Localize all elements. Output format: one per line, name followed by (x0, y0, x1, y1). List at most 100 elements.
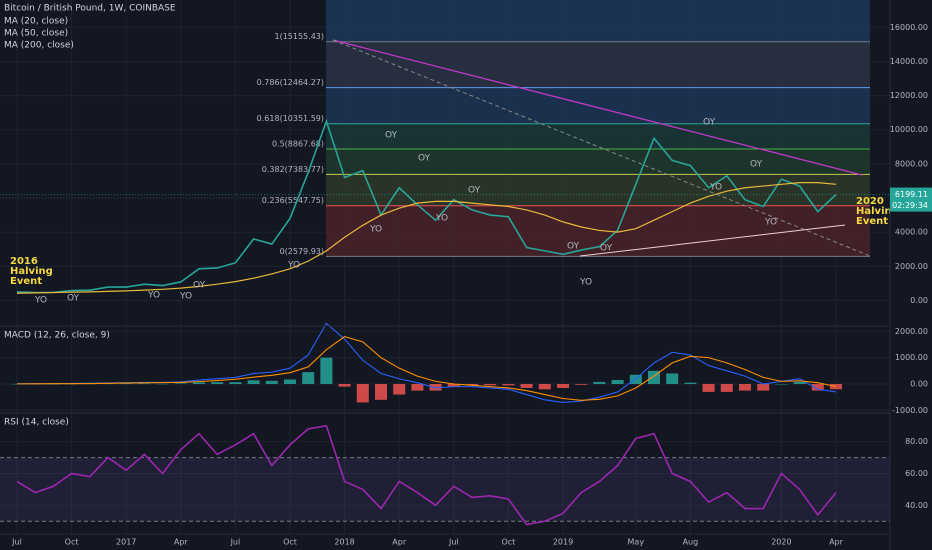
fib-zone (326, 205, 870, 257)
histogram-bar (739, 384, 751, 391)
x-tick-label: Oct (283, 538, 297, 547)
halving-label: 2016 (10, 256, 38, 267)
histogram-bar (720, 384, 733, 392)
histogram-bar (575, 384, 588, 385)
y-tick-label: 0.00 (910, 380, 928, 389)
halving-label: Event (856, 216, 888, 227)
annotation: YO (147, 291, 160, 301)
histogram-bar (538, 384, 551, 390)
histogram-bar (138, 383, 151, 385)
fib-label: 0.5(8867.68) (272, 140, 324, 149)
trend-line (332, 39, 863, 176)
histogram-bar (393, 384, 406, 395)
x-tick-label: 2018 (334, 538, 354, 547)
x-tick-label: Jul (230, 538, 241, 547)
histogram-bar (502, 384, 515, 386)
series-line (16, 335, 837, 401)
histogram-bar (520, 384, 533, 388)
histogram-bar (338, 384, 351, 387)
annotation: YO (435, 214, 448, 224)
annotation: YO (34, 296, 47, 306)
annotation: OY (600, 244, 613, 254)
x-tick-label: Jul (11, 538, 22, 547)
halving-label: Halving (856, 206, 899, 217)
x-tick-label: 2017 (116, 538, 136, 547)
annotation: OY (567, 242, 580, 252)
histogram-bar (211, 382, 224, 384)
histogram-bar (447, 384, 460, 387)
histogram-bar (793, 381, 806, 384)
histogram-bar (284, 379, 296, 384)
histogram-bar (193, 382, 205, 384)
annotation: OY (418, 154, 431, 164)
y-tick-label: 0.00 (910, 296, 928, 305)
annotation: YO (579, 278, 592, 288)
histogram-bar (320, 357, 333, 384)
annotation: OY (703, 118, 716, 128)
histogram-bar (265, 380, 278, 384)
histogram-bar (466, 384, 478, 386)
histogram-bar (156, 383, 169, 385)
y-tick-label: 40.00 (905, 501, 928, 510)
x-tick-label: 2019 (553, 538, 573, 547)
countdown: 02:29:34 (892, 201, 928, 210)
annotation: YO (179, 292, 192, 302)
histogram-bar (375, 384, 387, 400)
price-axis (890, 0, 932, 550)
fib-label: 0(2579.93) (280, 247, 324, 256)
histogram-bar (356, 384, 369, 403)
histogram-bar (557, 384, 569, 388)
halving-label: Halving (10, 266, 53, 277)
histogram-bar (302, 372, 315, 384)
y-tick-label: 8000.00 (895, 159, 928, 168)
fib-zone (326, 123, 870, 150)
fib-zone (326, 174, 870, 206)
halving-label: 2020 (856, 196, 884, 207)
y-tick-label: 80.00 (905, 437, 928, 446)
histogram-bar (247, 380, 260, 384)
indicator-label: MA (50, close) (4, 29, 68, 39)
y-tick-label: 12000.00 (890, 91, 928, 100)
y-tick-label: 16000.00 (890, 23, 928, 32)
annotation: OY (385, 131, 398, 141)
x-tick-label: Oct (501, 538, 515, 547)
histogram-bar (811, 384, 824, 391)
fib-label: 0.786(12464.27) (257, 78, 324, 87)
fib-zone (326, 87, 870, 124)
histogram-bar (429, 384, 442, 391)
y-tick-label: 2000.00 (895, 327, 928, 336)
histogram-bar (484, 384, 497, 386)
fib-zone (326, 149, 870, 175)
annotation: YO (369, 225, 382, 235)
annotation: OY (193, 281, 206, 291)
ma200-line (579, 224, 846, 257)
pane-title: RSI (14, close) (4, 418, 69, 428)
annotation: YO (709, 183, 722, 193)
y-tick-label: 1000.00 (895, 353, 928, 362)
x-tick-label: Apr (829, 538, 844, 547)
chart-title: Bitcoin / British Pound, 1W, COINBASE (4, 4, 176, 14)
halving-label: Event (10, 276, 42, 287)
plot-layer: 1(15155.43) 0.786(12464.27) 0.618(10351.59… (0, 0, 890, 534)
annotation: YO (764, 218, 777, 228)
y-tick-label: 4000.00 (895, 228, 928, 237)
x-tick-label: 2020 (771, 538, 791, 547)
histogram-bar (174, 383, 187, 384)
fib-zone (326, 41, 870, 88)
histogram-bar (120, 383, 133, 385)
price-tag (890, 187, 932, 212)
fib-label: 0.236(5547.75) (262, 196, 324, 205)
y-tick-label: 14000.00 (890, 57, 928, 66)
fib-label: 0.618(10351.59) (257, 114, 324, 123)
histogram-bar (611, 380, 624, 384)
annotation: OY (468, 186, 481, 196)
histogram-bar (775, 384, 788, 385)
fib-zone (326, 0, 870, 42)
y-tick-label: 2000.00 (895, 262, 928, 271)
x-tick-label: May (628, 538, 645, 547)
histogram-bar (229, 382, 242, 384)
x-tick-label: Aug (683, 538, 699, 547)
histogram-bar (757, 384, 770, 391)
histogram-bar (702, 384, 715, 392)
